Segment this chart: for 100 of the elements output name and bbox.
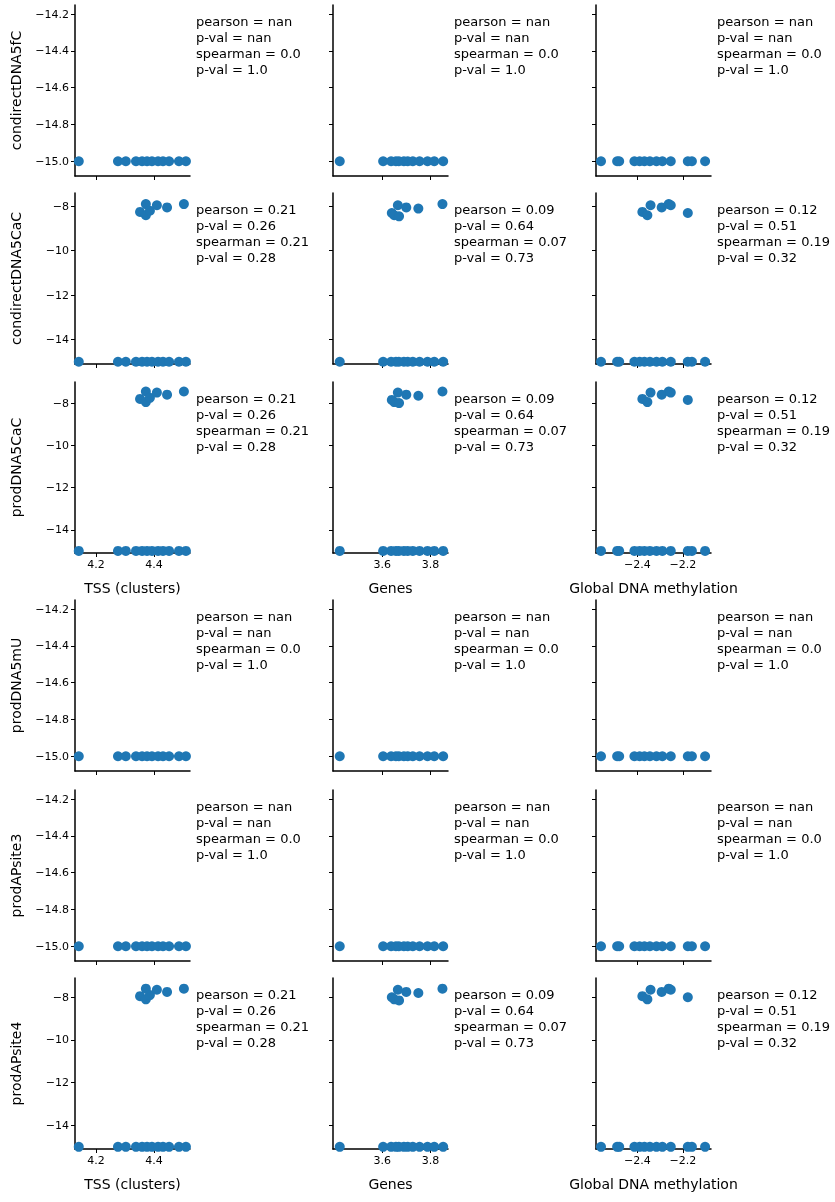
point bbox=[645, 984, 656, 995]
y-tick-label: −14.2 bbox=[35, 792, 69, 806]
text: p-val = 0.51 bbox=[717, 1003, 797, 1018]
x-axis-title: Global DNA methylation bbox=[569, 580, 738, 596]
point bbox=[682, 394, 693, 405]
y-tick-label: −14.2 bbox=[35, 7, 69, 21]
y-tick-label: −15.0 bbox=[35, 939, 69, 953]
text: p-val = 0.26 bbox=[196, 1003, 276, 1018]
point bbox=[645, 200, 656, 211]
text: pearson = nan bbox=[717, 14, 814, 29]
text: p-val = 0.32 bbox=[717, 1035, 797, 1050]
point bbox=[73, 545, 84, 556]
text: pearson = 0.09 bbox=[454, 987, 555, 1002]
y-tick-label: −14.8 bbox=[35, 713, 69, 727]
text: spearman = 0.0 bbox=[717, 641, 822, 656]
text: pearson = 0.21 bbox=[196, 202, 297, 217]
point bbox=[642, 994, 653, 1005]
point bbox=[682, 207, 693, 218]
point bbox=[151, 200, 162, 211]
point bbox=[401, 986, 412, 997]
point bbox=[151, 387, 162, 398]
text: pearson = nan bbox=[196, 609, 293, 624]
x-axis-title: Global DNA methylation bbox=[569, 1176, 738, 1192]
point bbox=[437, 983, 448, 994]
text: p-val = 1.0 bbox=[196, 657, 268, 672]
text: p-val = nan bbox=[717, 815, 793, 830]
text: p-val = nan bbox=[196, 815, 272, 830]
point bbox=[394, 211, 405, 222]
text: p-val = 0.26 bbox=[196, 407, 276, 422]
point bbox=[392, 200, 403, 211]
y-axis-title: prodAPsite4 bbox=[8, 1021, 24, 1106]
point bbox=[700, 1141, 711, 1152]
point bbox=[437, 386, 448, 397]
x-tick-label: 4.2 bbox=[87, 558, 105, 571]
text: p-val = 0.64 bbox=[454, 218, 534, 233]
text: spearman = 0.19 bbox=[717, 234, 831, 249]
text: p-val = nan bbox=[717, 30, 793, 45]
text: pearson = nan bbox=[196, 14, 293, 29]
y-axis-title: prodDNA5mU bbox=[8, 637, 24, 734]
text: spearman = 0.19 bbox=[717, 423, 831, 438]
point bbox=[596, 1141, 606, 1152]
y-tick-label: −14 bbox=[45, 1118, 69, 1132]
x-axis-title: Genes bbox=[368, 1176, 413, 1192]
text: spearman = 0.19 bbox=[717, 1019, 831, 1034]
point bbox=[413, 390, 424, 401]
text: pearson = 0.12 bbox=[717, 391, 818, 406]
y-tick-label: −12 bbox=[45, 1076, 69, 1090]
text: p-val = 0.51 bbox=[717, 407, 797, 422]
text: p-val = 0.73 bbox=[454, 439, 534, 454]
y-tick-label: −8 bbox=[52, 396, 69, 410]
text: spearman = 0.0 bbox=[454, 831, 559, 846]
point bbox=[596, 356, 606, 367]
y-tick-label: −14.8 bbox=[35, 903, 69, 917]
y-tick-label: −12 bbox=[45, 481, 69, 495]
x-tick-label: 3.6 bbox=[373, 558, 391, 571]
text: pearson = nan bbox=[454, 14, 551, 29]
text: pearson = 0.21 bbox=[196, 987, 297, 1002]
text: spearman = 0.0 bbox=[454, 46, 559, 61]
text: spearman = 0.21 bbox=[196, 423, 310, 438]
point bbox=[437, 199, 448, 210]
point bbox=[665, 545, 676, 556]
text: pearson = nan bbox=[454, 609, 551, 624]
y-tick-label: −8 bbox=[52, 990, 69, 1004]
point bbox=[334, 545, 345, 556]
y-tick-label: −14.4 bbox=[35, 829, 69, 843]
x-tick-label: −2.4 bbox=[624, 558, 651, 571]
text: p-val = 1.0 bbox=[454, 657, 526, 672]
y-tick-label: −14.8 bbox=[35, 118, 69, 132]
text: pearson = 0.21 bbox=[196, 391, 297, 406]
point bbox=[438, 545, 449, 556]
x-tick-label: 4.4 bbox=[145, 1154, 163, 1167]
point bbox=[700, 356, 711, 367]
x-tick-label: 4.4 bbox=[145, 558, 163, 571]
text: p-val = 0.26 bbox=[196, 218, 276, 233]
x-tick-label: −2.2 bbox=[669, 1154, 697, 1167]
point bbox=[334, 1141, 345, 1152]
point bbox=[392, 984, 403, 995]
text: p-val = 1.0 bbox=[717, 847, 789, 862]
point bbox=[665, 356, 676, 367]
point bbox=[144, 205, 155, 216]
text: p-val = nan bbox=[196, 625, 272, 640]
text: pearson = 0.09 bbox=[454, 391, 555, 406]
text: p-val = 1.0 bbox=[454, 62, 526, 77]
point bbox=[178, 199, 189, 210]
text: p-val = 0.32 bbox=[717, 250, 797, 265]
point bbox=[596, 545, 606, 556]
y-tick-label: −10 bbox=[45, 438, 69, 452]
y-tick-label: −14.2 bbox=[35, 602, 69, 616]
point bbox=[401, 202, 412, 213]
text: spearman = 0.07 bbox=[454, 234, 568, 249]
text: p-val = 1.0 bbox=[717, 657, 789, 672]
text: p-val = nan bbox=[717, 625, 793, 640]
text: spearman = 0.0 bbox=[196, 46, 301, 61]
point bbox=[162, 986, 173, 997]
y-tick-label: −14.6 bbox=[35, 676, 69, 690]
point bbox=[642, 210, 653, 221]
text: p-val = 0.51 bbox=[717, 218, 797, 233]
text: p-val = nan bbox=[454, 625, 530, 640]
text: pearson = 0.12 bbox=[717, 202, 818, 217]
text: p-val = 0.73 bbox=[454, 250, 534, 265]
